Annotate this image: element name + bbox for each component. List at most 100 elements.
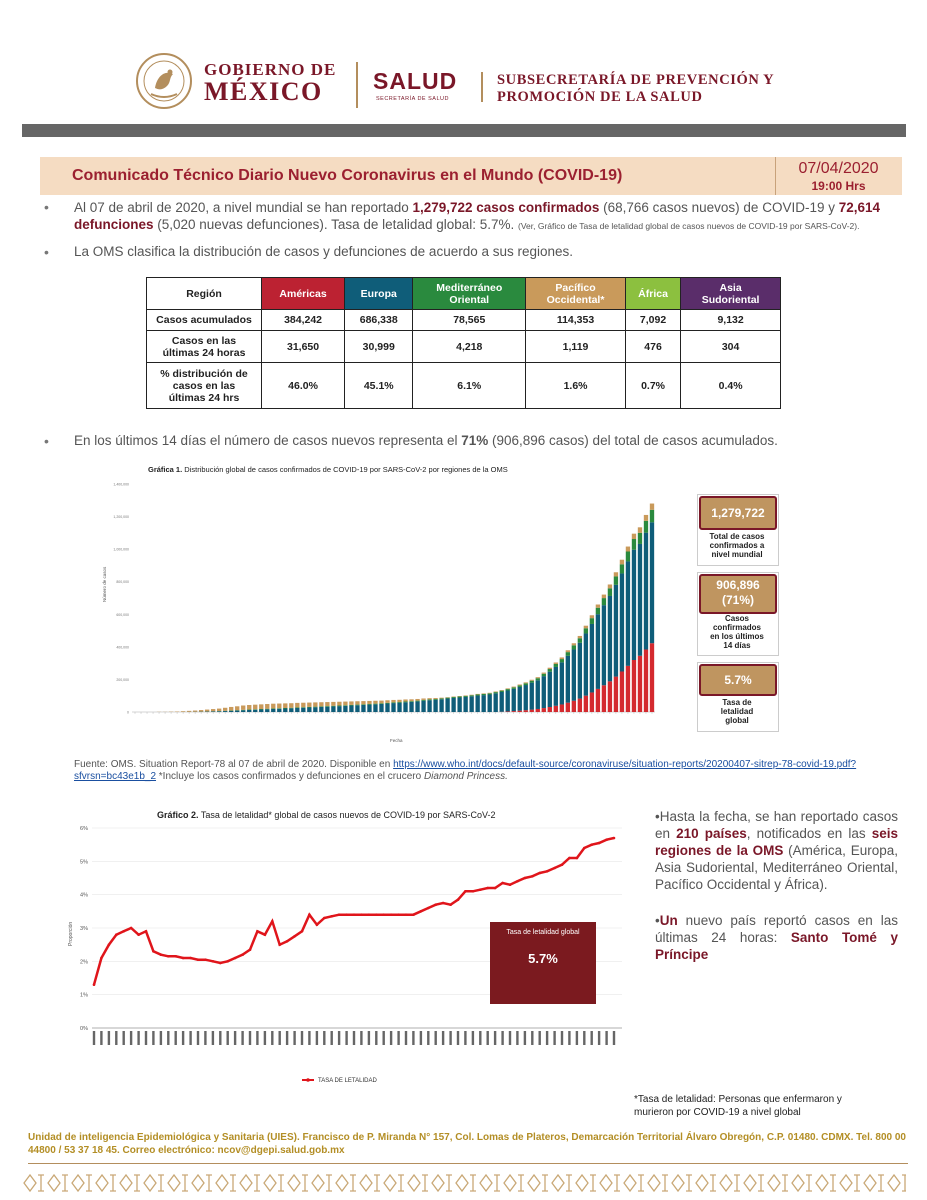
chart1-bar-segment <box>631 659 637 712</box>
chart1-bar-segment <box>180 711 186 712</box>
title-bar <box>40 157 902 195</box>
chart1-bar-segment <box>631 539 637 550</box>
chart1-bar-segment <box>523 710 528 712</box>
chart1-bar-segment <box>349 704 354 706</box>
chart2-xtick-label <box>159 1031 163 1045</box>
chart2-point <box>375 913 378 916</box>
chart1-bar-segment <box>613 576 619 585</box>
chart1-bar-segment <box>235 706 240 711</box>
chart2-point <box>241 953 244 956</box>
report-time: 19:00 Hrs <box>811 179 866 193</box>
chart1-bar-segment <box>559 659 564 663</box>
chart1-bar-segment <box>355 704 360 706</box>
chart1-bar-segment <box>427 698 432 700</box>
chart1-bar-segment <box>643 514 649 521</box>
chart1-ytick: 600,000 <box>116 613 129 617</box>
chart1-bar-segment <box>379 703 384 704</box>
legend-label: TASA DE LETALIDAD <box>318 1078 377 1084</box>
chart2-point <box>560 863 564 866</box>
chart2-xtick-label <box>189 1031 192 1045</box>
chart2-point <box>575 856 579 860</box>
row-label: % distribución de casos en las últimas 24 … <box>146 362 262 409</box>
chart1-bar-segment <box>361 704 366 712</box>
fourteen-day-paragraph: En los últimos 14 días el número de caso… <box>74 432 904 449</box>
table-cell: 7,092 <box>624 309 682 331</box>
chart1-bar-segment <box>565 652 570 656</box>
chart2-xtick-label <box>553 1031 556 1045</box>
chart1-bar-segment <box>517 685 522 687</box>
chart1-bar-segment <box>463 696 468 712</box>
date-box <box>775 157 901 195</box>
chart2-point <box>583 846 586 850</box>
chart2-xtick-label <box>456 1031 460 1045</box>
chart2-point <box>308 913 311 916</box>
chart2-xtick-label <box>389 1031 393 1045</box>
chart1-bar-segment <box>625 551 631 562</box>
rate-callout-box <box>490 922 596 1004</box>
chart2-point <box>174 955 177 958</box>
chart1-bar-segment <box>607 681 613 712</box>
chart1-bar-segment <box>319 706 324 707</box>
chart1-bar-segment <box>301 707 306 712</box>
chart1-bar-segment <box>547 707 552 712</box>
source-text: Fuente: OMS. Situation Report-78 al 07 d… <box>74 759 394 770</box>
chart1-bar-segment <box>637 527 643 533</box>
chart1-bar-segment <box>259 704 264 710</box>
text: (906,896 casos) del total de casos acumu… <box>488 433 778 448</box>
rate-value: 5.7% <box>699 664 777 696</box>
chart1-bar-segment <box>475 693 480 695</box>
chart1-bar-segment <box>415 700 420 702</box>
chart1-bar-segment <box>217 708 222 712</box>
chart1-bar-segment <box>445 697 450 699</box>
chart2-point <box>389 913 393 916</box>
chart1-bar-segment <box>313 707 318 712</box>
chart2-xtick-label <box>204 1031 207 1045</box>
chart2-point <box>122 930 125 933</box>
subsecretaria-line1: SUBSECRETARÍA DE PREVENCIÓN Y <box>497 72 775 88</box>
table-cell: 1,119 <box>525 330 626 363</box>
deaths: 72,614 defunciones <box>74 200 881 232</box>
chart1-bar-segment <box>295 707 300 708</box>
chart2-ytick: 4% <box>80 893 88 899</box>
chart1-bar-segment <box>529 682 534 710</box>
chart2-xtick-label <box>441 1031 445 1045</box>
chart1-bar-segment <box>301 702 306 708</box>
chart2-point <box>278 943 281 946</box>
summary-paragraph: Al 07 de abril de 2020, a nivel mundial … <box>74 199 904 235</box>
chart1-bar-segment <box>403 702 408 712</box>
chart2-xtick-label <box>226 1031 229 1045</box>
chart2-xtick-label <box>211 1031 215 1045</box>
chart1-bar-segment <box>487 694 492 712</box>
chart2-ytick: 6% <box>80 826 88 832</box>
table-cell: 6.1% <box>412 362 527 409</box>
chart2-xtick-label <box>471 1031 475 1045</box>
chart1-bar-segment <box>643 649 649 712</box>
chart1-bar-segment <box>235 710 240 712</box>
chart2-xtick-label <box>345 1031 348 1045</box>
chart1-bar-segment <box>343 705 348 712</box>
chart1-bar-segment <box>493 692 498 694</box>
bullet-icon: • <box>655 809 660 824</box>
chart1-xlabel: Fecha <box>390 738 403 743</box>
chart2-xtick-label <box>337 1031 341 1045</box>
chart1-bar-segment <box>415 701 420 712</box>
chart1-bar-segment <box>613 584 619 677</box>
chart1-bar-segment <box>307 706 312 708</box>
table-cell: 114,353 <box>525 309 626 331</box>
chart2-xtick-label <box>233 1031 237 1045</box>
chart1-bar-segment <box>541 672 546 674</box>
chart2-xtick-label <box>508 1031 512 1045</box>
chart1-bar-segment <box>391 702 396 704</box>
chart1-bar-segment <box>421 699 426 701</box>
chart2-xtick-label <box>285 1031 289 1045</box>
chart2-point <box>464 890 467 893</box>
chart1-bar-segment <box>355 705 360 712</box>
chart2-xtick-label <box>560 1031 564 1045</box>
chart2-xtick-label <box>538 1031 541 1045</box>
table-cell: 384,242 <box>260 309 346 331</box>
source-text: *Incluye los casos confirmados y defunci… <box>156 771 424 782</box>
source-link[interactable]: https://www.who.int/docs/default-source/… <box>74 759 857 782</box>
chart1-bar-segment <box>589 615 595 619</box>
chart1-bar-segment <box>511 711 516 712</box>
chart2-point <box>100 956 103 960</box>
